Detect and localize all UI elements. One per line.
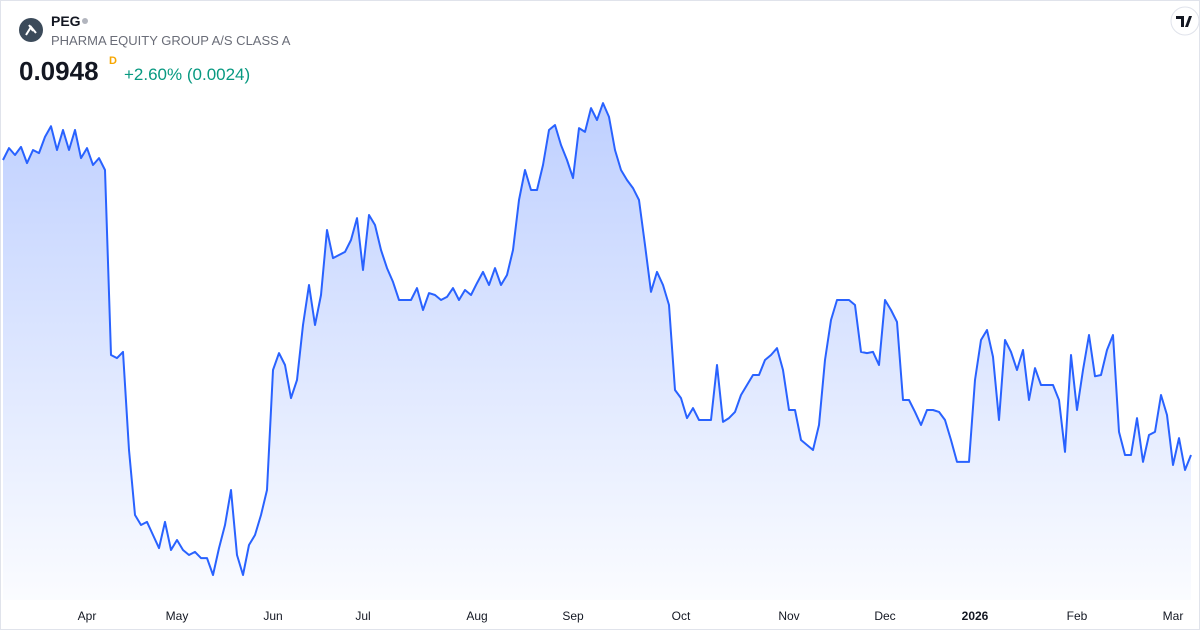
- x-tick-label: Apr: [78, 609, 97, 623]
- x-tick-label: Aug: [466, 609, 487, 623]
- company-name: PHARMA EQUITY GROUP A/S CLASS A: [51, 33, 291, 48]
- symbol: PEG: [51, 13, 81, 29]
- x-tick-label: Mar: [1163, 609, 1184, 623]
- x-tick-label: 2026: [962, 609, 989, 623]
- price-line: [2, 102, 1192, 576]
- symbol-logo-icon: [25, 24, 37, 36]
- x-tick-label: Oct: [672, 609, 691, 623]
- x-tick-label: Feb: [1067, 609, 1088, 623]
- plot: Apr May Jun Jul Aug Sep Oct Nov Dec 2026 Feb Mar: [2, 102, 1192, 623]
- x-tick-label: May: [166, 609, 189, 623]
- area-fill: [3, 103, 1191, 600]
- tv-logo[interactable]: [1170, 6, 1200, 36]
- x-tick-label: Jun: [263, 609, 282, 623]
- x-tick-label: Sep: [562, 609, 584, 623]
- tv-logo-mark: [1176, 16, 1192, 27]
- price-change: +2.60% (0.0024): [124, 65, 251, 84]
- x-tick-label: Dec: [874, 609, 895, 623]
- status-dot: [82, 18, 88, 24]
- price: 0.0948: [19, 56, 99, 86]
- x-tick-label: Nov: [778, 609, 799, 623]
- symbol-logo: [19, 18, 43, 42]
- price-flag: D: [109, 55, 117, 67]
- x-tick-label: Jul: [355, 609, 370, 623]
